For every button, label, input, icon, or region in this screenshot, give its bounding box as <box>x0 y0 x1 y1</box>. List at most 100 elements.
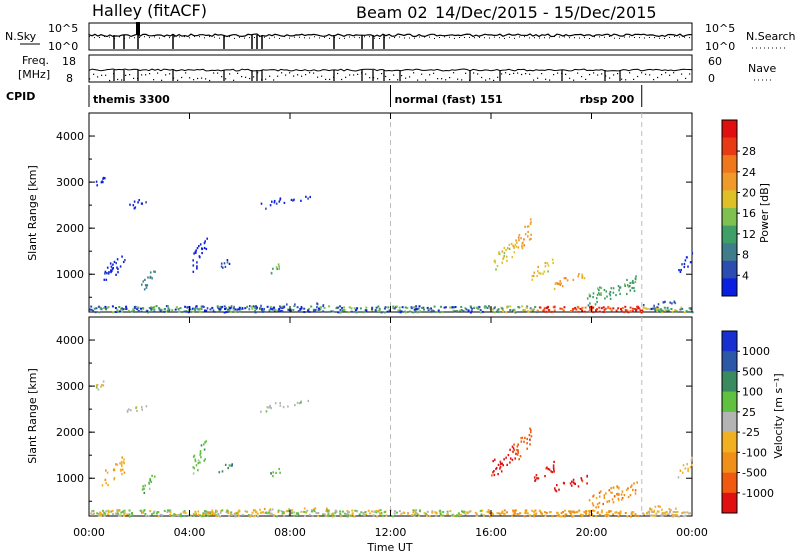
power-band-cell <box>437 309 440 312</box>
velocity-band-cell <box>410 514 413 517</box>
velocity-band-cell <box>654 514 657 517</box>
power-marks <box>89 113 694 314</box>
nsearch-dot <box>169 37 170 39</box>
power-band-cell <box>441 311 444 313</box>
power-band-cell <box>163 310 166 313</box>
power-band-cell <box>341 307 343 309</box>
power-band-cell <box>330 310 333 313</box>
velocity-band-cell <box>591 513 594 516</box>
power-band-cell <box>140 307 142 310</box>
nsearch-dot <box>289 37 290 39</box>
velocity-scatter-point <box>523 440 525 443</box>
power-band-cell <box>685 310 688 313</box>
power-scatter-point <box>553 287 556 291</box>
velocity-scatter-point <box>513 443 515 446</box>
velocity-band-cell <box>630 515 632 518</box>
power-scatter-point <box>154 270 156 273</box>
power-scatter-point <box>101 180 103 183</box>
power-band-cell <box>371 309 374 312</box>
velocity-scatter-point <box>148 487 151 490</box>
nsearch-dot <box>604 36 605 38</box>
power-scatter-point <box>305 195 307 198</box>
power-band-cell <box>94 311 97 314</box>
nave-dot <box>333 76 335 78</box>
power-band-cell <box>192 310 195 313</box>
velocity-band-cell <box>488 512 491 515</box>
power-scatter-point <box>597 287 599 290</box>
velocity-scatter-point <box>502 464 504 467</box>
power-scatter-point <box>236 308 238 311</box>
velocity-band-cell <box>271 513 274 516</box>
power-band-cell <box>484 305 487 308</box>
power-scatter-point <box>600 293 602 296</box>
velocity-band-cell <box>380 512 383 515</box>
nsearch-dot <box>319 37 320 39</box>
velocity-scatter-point <box>530 435 533 438</box>
velocity-band-cell <box>501 510 504 513</box>
power-scatter-point <box>198 255 201 258</box>
velocity-band-cell <box>206 514 209 517</box>
velocity-band-cell <box>578 509 581 512</box>
velocity-band-cell <box>131 512 133 514</box>
velocity-colorbar-swatch <box>722 331 737 352</box>
power-scatter-point <box>631 286 633 290</box>
velocity-band-cell <box>225 511 228 514</box>
velocity-band-cell <box>446 513 449 516</box>
velocity-scatter-point <box>203 443 205 446</box>
power-band-cell <box>542 309 545 312</box>
power-scatter-point <box>272 267 274 270</box>
velocity-band-cell <box>91 510 94 513</box>
nave-dot <box>413 72 415 74</box>
velocity-scatter-point <box>572 478 575 481</box>
power-band-cell <box>517 305 520 308</box>
power-scatter-point <box>559 283 561 286</box>
power-band-cell <box>167 309 170 312</box>
velocity-band-cell <box>481 509 484 512</box>
velocity-band-cell <box>593 509 596 512</box>
power-scatter-point <box>270 272 273 275</box>
velocity-band-cell <box>340 515 343 518</box>
velocity-band-cell <box>424 512 427 515</box>
velocity-band-cell <box>143 510 145 513</box>
power-scatter-point <box>633 289 636 292</box>
velocity-scatter-point <box>679 469 682 472</box>
nave-dot <box>237 72 239 74</box>
velocity-scatter-point <box>528 434 531 437</box>
power-band-cell <box>456 309 459 312</box>
power-band-cell <box>691 311 694 314</box>
power-band-cell <box>683 311 686 314</box>
power-scatter-point <box>147 276 149 279</box>
velocity-scatter-point <box>571 480 573 483</box>
velocity-scatter-point <box>621 497 624 500</box>
velocity-scatter-point <box>326 507 328 510</box>
velocity-band-cell <box>614 511 617 514</box>
power-band-cell <box>648 308 651 311</box>
power-scatter-point <box>144 284 147 287</box>
nave-dot <box>477 73 479 75</box>
power-scatter-point <box>233 305 235 308</box>
power-band-cell <box>261 309 264 312</box>
velocity-scatter-point <box>516 448 518 452</box>
velocity-band-cell <box>474 511 477 514</box>
velocity-scatter-point <box>195 464 198 467</box>
velocity-band-cell <box>572 514 575 517</box>
nave-dot <box>165 74 167 76</box>
velocity-band-cell <box>529 514 532 517</box>
power-scatter-point <box>513 251 516 254</box>
velocity-band-cell <box>634 513 637 516</box>
power-band-cell <box>353 307 356 310</box>
nsearch-dot <box>479 36 480 38</box>
velocity-band-cell <box>295 513 298 516</box>
velocity-scatter-point <box>577 485 580 488</box>
power-band-cell <box>127 309 130 312</box>
nsearch-dot <box>619 37 620 39</box>
velocity-band-cell <box>476 514 479 517</box>
nave-dot <box>301 75 303 77</box>
x-tick-label: 00:00 <box>73 526 105 539</box>
power-band-cell <box>350 310 353 313</box>
power-colorbar-swatch <box>722 172 737 191</box>
power-scatter-point <box>195 251 197 254</box>
power-band-cell <box>228 306 231 309</box>
velocity-band-cell <box>588 511 591 513</box>
